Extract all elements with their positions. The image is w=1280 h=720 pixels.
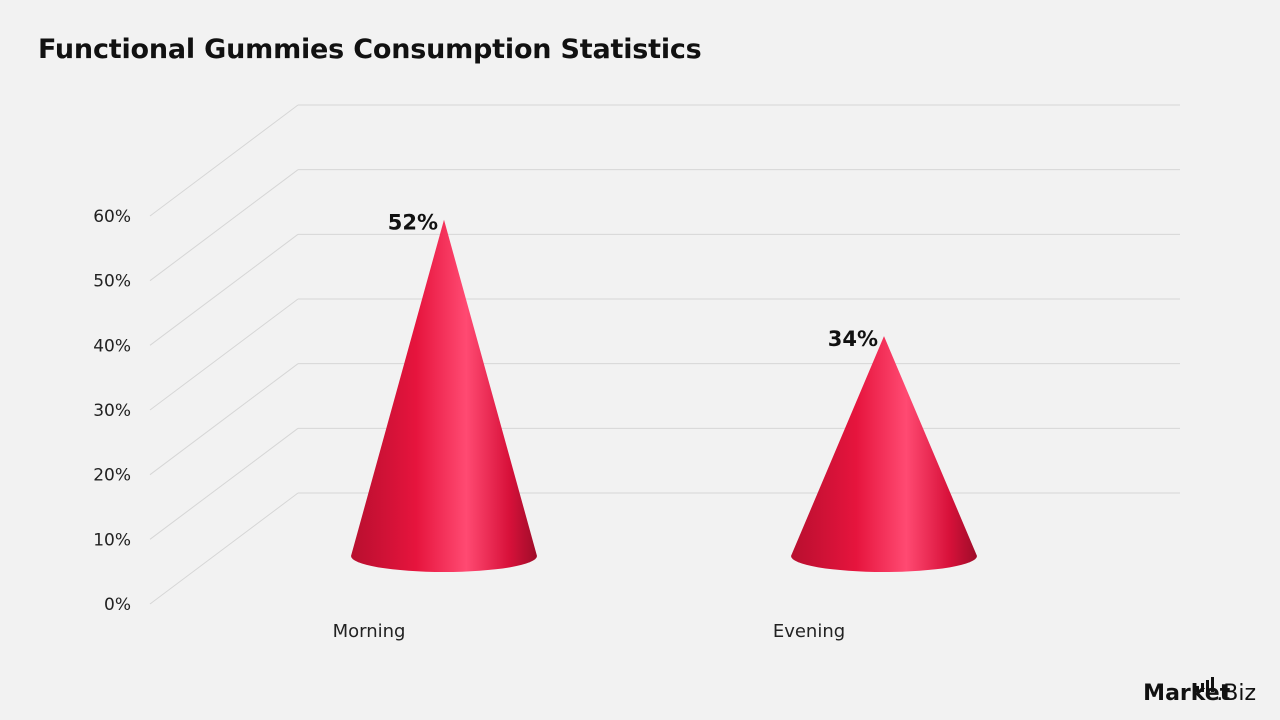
grid-diagonal xyxy=(149,492,299,605)
grid-diagonal xyxy=(149,104,299,217)
y-tick-label: 20% xyxy=(93,466,131,486)
y-tick-label: 60% xyxy=(93,207,131,227)
y-tick-label: 10% xyxy=(93,530,131,550)
data-label: 52% xyxy=(388,211,438,235)
y-tick-label: 40% xyxy=(93,336,131,356)
brand-name-rest: .Biz xyxy=(1216,681,1256,706)
chart-grid xyxy=(149,104,1180,605)
x-category-label: Evening xyxy=(773,621,845,642)
y-tick-label: 30% xyxy=(93,401,131,421)
cone-body xyxy=(791,336,977,572)
brand-logo: Market .Biz xyxy=(1143,677,1256,706)
grid-diagonal xyxy=(149,427,299,540)
data-label: 34% xyxy=(828,327,878,351)
chart-title: Functional Gummies Consumption Statistic… xyxy=(38,34,702,65)
cone-evening xyxy=(791,336,977,572)
y-tick-label: 50% xyxy=(93,272,131,292)
cone-body xyxy=(351,219,537,572)
grid-diagonal xyxy=(149,363,299,476)
grid-diagonal xyxy=(149,298,299,411)
y-tick-label: 0% xyxy=(104,595,131,615)
y-axis: 0% 10% 20% 30% 40% 50% 60% xyxy=(93,207,131,615)
grid-diagonal xyxy=(149,233,299,346)
brand-name-bold: Market xyxy=(1143,681,1231,706)
x-category-label: Morning xyxy=(333,621,406,642)
x-axis: Morning Evening xyxy=(333,621,846,642)
cone-morning xyxy=(351,219,537,572)
chart-marks: 52% 34% xyxy=(351,211,977,572)
grid-diagonal xyxy=(149,169,299,282)
brand-bars-icon xyxy=(1196,677,1215,692)
